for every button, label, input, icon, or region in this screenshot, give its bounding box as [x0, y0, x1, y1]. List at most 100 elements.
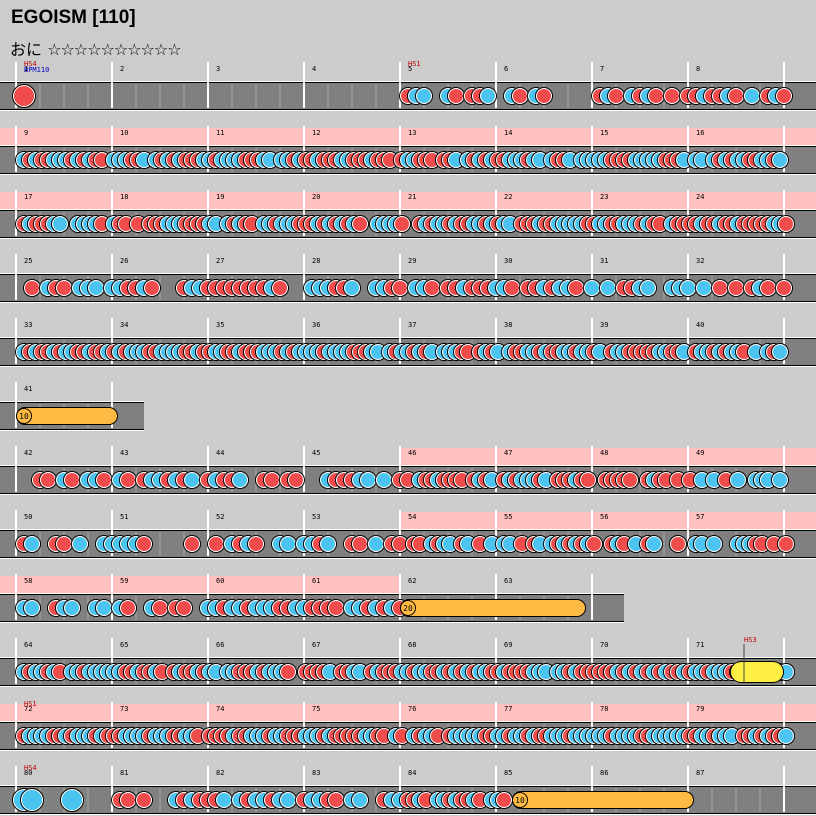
measure-number: 70 [600, 641, 608, 649]
gogo-band [0, 128, 816, 146]
measure-number: 41 [24, 385, 32, 393]
chart-row-8: 50 51 52 53 54 55 56 57 [0, 510, 816, 559]
measure-number: 75 [312, 705, 320, 713]
marker-hs4: HS4 [24, 60, 37, 68]
roll-41: 10 [16, 407, 118, 425]
roll-count: 20 [403, 604, 413, 613]
difficulty-name: おに [10, 40, 43, 59]
gogo-band [0, 704, 816, 722]
measure-number: 62 [408, 577, 416, 585]
measure-number: 4 [312, 65, 316, 73]
measure-number: 6 [504, 65, 508, 73]
chart-row-7: 42 43 44 45 46 47 48 49 [0, 446, 816, 495]
measure-number: 82 [216, 769, 224, 777]
measure-number: 21 [408, 193, 416, 201]
roll-bar [17, 408, 117, 424]
chart-row-3: 17 18 19 20 21 22 23 24 [0, 190, 816, 239]
measure-number: 77 [504, 705, 512, 713]
roll-head [401, 601, 415, 615]
measure-number: 85 [504, 769, 512, 777]
measure-number: 48 [600, 449, 608, 457]
measure-number: 60 [216, 577, 224, 585]
measure-number: 25 [24, 257, 32, 265]
measure-number: 42 [24, 449, 32, 457]
measure-number: 81 [120, 769, 128, 777]
measure-number: 51 [120, 513, 128, 521]
measure-number: 32 [696, 257, 704, 265]
measure-number: 71 [696, 641, 704, 649]
measure-number: 3 [216, 65, 220, 73]
measure-number: 15 [600, 129, 608, 137]
measure-number: 39 [600, 321, 608, 329]
roll-count: 10 [515, 796, 525, 805]
measure-number: 36 [312, 321, 320, 329]
measure-number: 54 [408, 513, 416, 521]
measure-number: 45 [312, 449, 320, 457]
measure-number: 69 [504, 641, 512, 649]
chart-row-5: 33 34 35 36 37 38 39 40 [0, 318, 816, 367]
measure-number: 12 [312, 129, 320, 137]
measure-number: 16 [696, 129, 704, 137]
measure-number: 38 [504, 321, 512, 329]
chart-row-10: 64 65 66 67 68 69 70 71 [0, 638, 816, 687]
measure-number: 84 [408, 769, 416, 777]
measure-number: 31 [600, 257, 608, 265]
measure-number: 56 [600, 513, 608, 521]
measure-number: 49 [696, 449, 704, 457]
measure-number: 40 [696, 321, 704, 329]
measure-number: 63 [504, 577, 512, 585]
measure-number: 76 [408, 705, 416, 713]
marker-hs1: HS1 [408, 60, 421, 68]
song-title: EGOISM [110] [11, 7, 136, 28]
roll-bar [513, 792, 693, 808]
measure-number: 9 [24, 129, 28, 137]
roll-62: 20 [400, 599, 586, 617]
measure-number: 24 [696, 193, 704, 201]
measure-number: 35 [216, 321, 224, 329]
chart-row-11: 72 73 74 75 76 77 78 79 [0, 702, 816, 751]
measure-number: 13 [408, 129, 416, 137]
chart-row-1: 1 2 3 4 5 6 7 8 [0, 62, 816, 111]
measure-number: 52 [216, 513, 224, 521]
measure-number: 80 [24, 769, 32, 777]
measure-number: 5 [408, 65, 412, 73]
measure-number: 65 [120, 641, 128, 649]
measure-number: 33 [24, 321, 32, 329]
measure-number: 73 [120, 705, 128, 713]
measure-number: 18 [120, 193, 128, 201]
roll-count: 10 [19, 412, 29, 421]
gogo-band [400, 448, 816, 466]
difficulty-stars: ☆☆☆☆☆☆☆☆☆☆ [47, 40, 181, 59]
measure-number: 10 [120, 129, 128, 137]
measure-number: 44 [216, 449, 224, 457]
gogo-band [0, 576, 400, 594]
measure-number: 22 [504, 193, 512, 201]
chart-row-12: 80 81 82 83 84 85 86 87 [0, 766, 816, 815]
roll-85: 10 [512, 791, 694, 809]
measure-number: 7 [600, 65, 604, 73]
roll-head [17, 409, 31, 423]
measure-number: 50 [24, 513, 32, 521]
measure-number: 27 [216, 257, 224, 265]
chart-row-2: 9 10 11 12 13 14 15 16 [0, 126, 816, 175]
roll-head [513, 793, 527, 807]
measure-number: 58 [24, 577, 32, 585]
marker-hs3: HS3 [744, 636, 757, 644]
measure-number: 17 [24, 193, 32, 201]
measure-number: 55 [504, 513, 512, 521]
marker-hs1-b: HS1 [24, 700, 37, 708]
measure-number: 11 [216, 129, 224, 137]
roll-bar [401, 600, 585, 616]
measure-number: 72 [24, 705, 32, 713]
measure-number: 29 [408, 257, 416, 265]
measure-number: 26 [120, 257, 128, 265]
measure-number: 46 [408, 449, 416, 457]
measure-number: 57 [696, 513, 704, 521]
measure-number: 2 [120, 65, 124, 73]
gogo-band [0, 192, 816, 210]
measure-number: 8 [696, 65, 700, 73]
measure-number: 79 [696, 705, 704, 713]
measure-number: 23 [600, 193, 608, 201]
measure-number: 59 [120, 577, 128, 585]
